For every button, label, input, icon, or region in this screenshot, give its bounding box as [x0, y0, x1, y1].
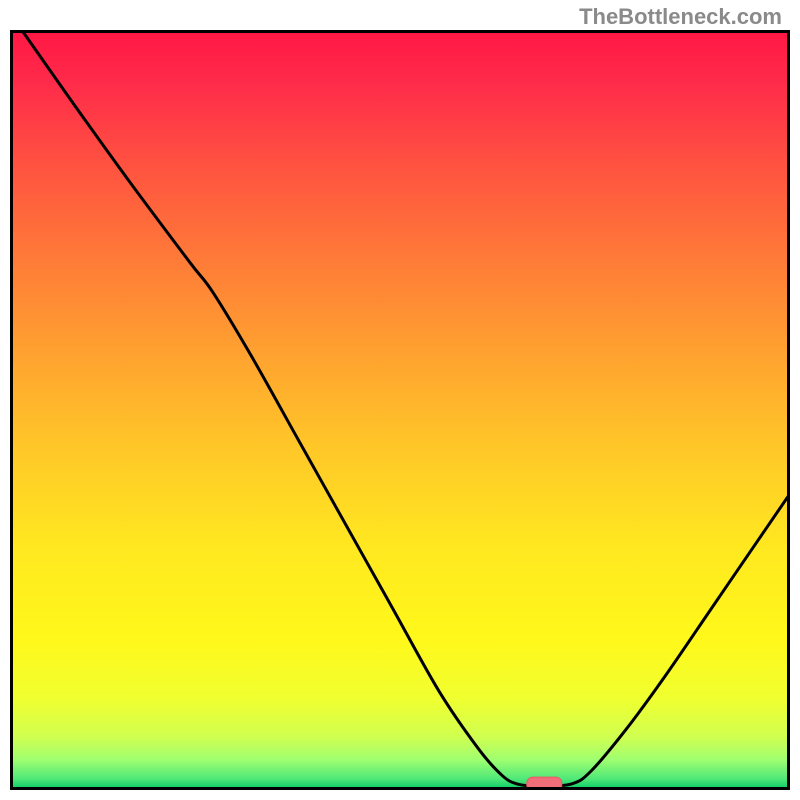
bottleneck-chart [10, 30, 790, 790]
chart-background [10, 30, 790, 790]
watermark-text: TheBottleneck.com [579, 4, 782, 30]
chart-svg [10, 30, 790, 790]
